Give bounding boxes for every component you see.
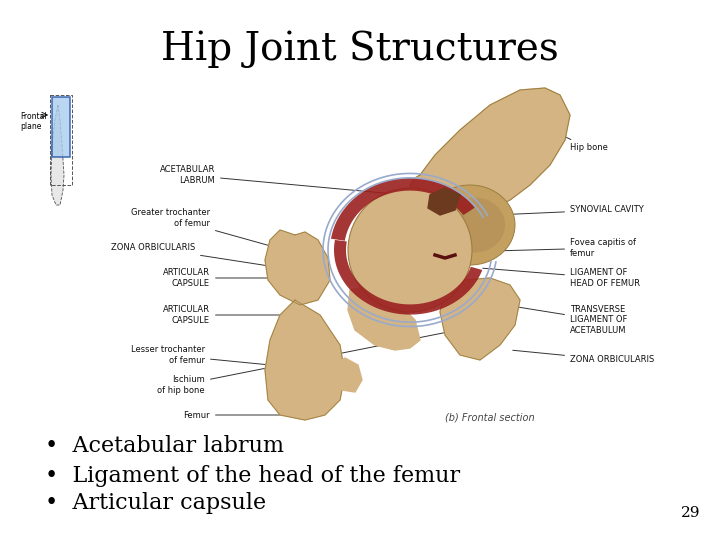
Polygon shape (348, 288, 420, 350)
Text: 29: 29 (680, 506, 700, 520)
Text: Ischium
of hip bone: Ischium of hip bone (158, 330, 455, 395)
Text: •  Ligament of the head of the femur: • Ligament of the head of the femur (45, 465, 460, 487)
Polygon shape (440, 278, 520, 360)
Text: ZONA ORBICULARIS: ZONA ORBICULARIS (513, 350, 654, 365)
Text: Frontal
plane: Frontal plane (20, 112, 47, 131)
Bar (52, 97, 70, 157)
Ellipse shape (445, 198, 505, 253)
Text: (b) Frontal section: (b) Frontal section (445, 412, 535, 422)
Polygon shape (334, 240, 482, 315)
Text: Hip bone: Hip bone (542, 126, 608, 152)
Polygon shape (51, 105, 64, 205)
Text: Lesser trochanter
of femur: Lesser trochanter of femur (131, 345, 339, 372)
Polygon shape (265, 300, 345, 420)
Bar (50, 95, 72, 185)
Text: SYNOVIAL CAVITY: SYNOVIAL CAVITY (498, 206, 644, 215)
Text: Femur: Femur (184, 410, 297, 420)
Text: Fovea capitis of
femur: Fovea capitis of femur (458, 238, 636, 258)
Circle shape (348, 188, 472, 312)
Ellipse shape (425, 185, 515, 265)
Text: ARTICULAR
CAPSULE: ARTICULAR CAPSULE (163, 305, 318, 325)
Polygon shape (265, 230, 330, 305)
Text: Hip Joint Structures: Hip Joint Structures (161, 30, 559, 68)
Text: •  Acetabular labrum: • Acetabular labrum (45, 435, 284, 457)
Text: Greater trochanter
of femur: Greater trochanter of femur (131, 208, 282, 249)
Polygon shape (428, 188, 460, 215)
Text: ZONA ORBICULARIS: ZONA ORBICULARIS (111, 244, 292, 269)
Polygon shape (331, 178, 474, 241)
Text: ARTICULAR
CAPSULE: ARTICULAR CAPSULE (163, 268, 327, 288)
Text: TRANSVERSE
LIGAMENT OF
ACETABULUM: TRANSVERSE LIGAMENT OF ACETABULUM (508, 305, 627, 335)
Polygon shape (410, 88, 570, 215)
Text: •  Articular capsule: • Articular capsule (45, 492, 266, 514)
Text: ACETABULAR
LABRUM: ACETABULAR LABRUM (160, 165, 435, 198)
Polygon shape (333, 358, 362, 392)
Text: LIGAMENT OF
HEAD OF FEMUR: LIGAMENT OF HEAD OF FEMUR (483, 268, 640, 288)
